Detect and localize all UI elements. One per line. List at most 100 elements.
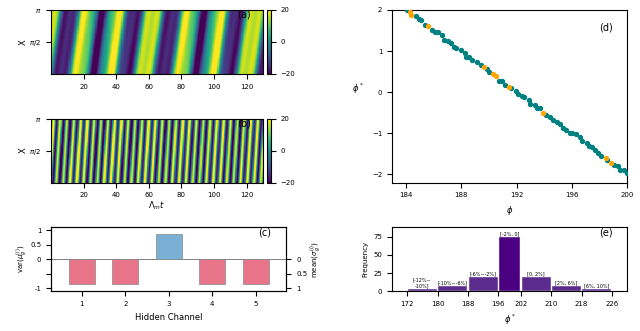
Point bbox=[619, 168, 629, 173]
Point bbox=[575, 135, 585, 140]
Point bbox=[577, 138, 588, 143]
X-axis label: Hidden Channel: Hidden Channel bbox=[135, 312, 202, 321]
Point bbox=[449, 45, 460, 50]
Point bbox=[488, 71, 499, 77]
Point bbox=[541, 113, 552, 118]
Point bbox=[582, 140, 592, 145]
Point bbox=[513, 91, 524, 96]
Point bbox=[497, 79, 507, 84]
Point bbox=[402, 7, 412, 12]
Point bbox=[606, 161, 616, 166]
Point bbox=[420, 23, 431, 28]
Point bbox=[538, 110, 548, 116]
Point bbox=[552, 119, 562, 124]
Point bbox=[600, 156, 611, 161]
Bar bbox=[468, 277, 497, 291]
Y-axis label: X: X bbox=[19, 148, 28, 154]
Point bbox=[433, 29, 444, 35]
Text: [6%, 10%]: [6%, 10%] bbox=[584, 283, 609, 288]
Bar bbox=[68, 259, 95, 284]
Point bbox=[406, 12, 417, 18]
Point bbox=[504, 84, 514, 90]
Point bbox=[461, 54, 471, 60]
Point bbox=[593, 151, 604, 156]
Point bbox=[479, 64, 489, 69]
Point bbox=[438, 37, 449, 43]
Point bbox=[484, 70, 495, 75]
Point bbox=[613, 164, 623, 169]
Bar bbox=[408, 289, 437, 291]
Point bbox=[410, 14, 420, 19]
Point bbox=[456, 47, 466, 53]
Point bbox=[460, 50, 470, 55]
Point bbox=[482, 66, 492, 71]
Point bbox=[500, 83, 510, 88]
Point bbox=[596, 154, 606, 159]
Text: [-2%, 0]: [-2%, 0] bbox=[500, 231, 519, 236]
Point bbox=[587, 144, 597, 149]
Point bbox=[414, 17, 424, 22]
Point bbox=[609, 163, 619, 168]
Point bbox=[614, 167, 625, 172]
Point bbox=[622, 170, 632, 176]
Point bbox=[558, 125, 568, 131]
Bar bbox=[582, 289, 611, 291]
Point bbox=[476, 63, 486, 68]
Point bbox=[561, 127, 572, 132]
Point bbox=[511, 88, 521, 94]
Point bbox=[426, 27, 436, 32]
Y-axis label: X: X bbox=[19, 39, 28, 45]
Point bbox=[519, 95, 529, 100]
Point bbox=[564, 130, 575, 135]
Text: [2%, 6%]: [2%, 6%] bbox=[556, 280, 578, 285]
Text: (b): (b) bbox=[237, 118, 252, 128]
Text: (e): (e) bbox=[599, 227, 612, 237]
Point bbox=[417, 17, 427, 23]
Point bbox=[472, 60, 482, 65]
Point bbox=[572, 131, 582, 137]
Text: (c): (c) bbox=[258, 227, 271, 237]
Point bbox=[584, 143, 595, 148]
Point bbox=[567, 130, 577, 135]
Y-axis label: $\phi^*$: $\phi^*$ bbox=[352, 82, 364, 96]
Point bbox=[467, 57, 477, 63]
Point bbox=[444, 38, 454, 44]
Text: (a): (a) bbox=[237, 10, 251, 20]
Point bbox=[446, 41, 456, 46]
X-axis label: $\Lambda_m t$: $\Lambda_m t$ bbox=[148, 200, 166, 212]
Point bbox=[463, 54, 474, 59]
Bar bbox=[438, 286, 467, 291]
Point bbox=[532, 105, 542, 111]
Point bbox=[423, 24, 433, 29]
Point bbox=[506, 85, 516, 91]
Bar bbox=[156, 234, 182, 259]
Text: [-6%~-2%]: [-6%~-2%] bbox=[470, 271, 497, 276]
X-axis label: $\phi$: $\phi$ bbox=[506, 204, 513, 217]
Bar bbox=[199, 259, 225, 284]
Point bbox=[555, 121, 565, 127]
Point bbox=[524, 97, 534, 103]
Text: [-10%~-6%]: [-10%~-6%] bbox=[438, 280, 468, 285]
Bar bbox=[552, 286, 581, 291]
Bar bbox=[112, 259, 138, 284]
Y-axis label: Frequency: Frequency bbox=[362, 241, 368, 277]
Point bbox=[437, 32, 447, 37]
Bar bbox=[522, 277, 550, 291]
Point bbox=[529, 102, 540, 108]
Point bbox=[429, 29, 440, 35]
Y-axis label: var($\mu_g^{(i)}$): var($\mu_g^{(i)}$) bbox=[14, 245, 29, 273]
Bar bbox=[243, 259, 269, 284]
Point bbox=[516, 93, 527, 99]
Text: (d): (d) bbox=[599, 23, 612, 33]
Point bbox=[602, 157, 612, 163]
Point bbox=[535, 105, 545, 111]
Point bbox=[545, 115, 556, 120]
Bar bbox=[499, 237, 520, 291]
Text: [-12%~
-10%]: [-12%~ -10%] bbox=[413, 278, 432, 288]
Point bbox=[404, 9, 415, 15]
Point bbox=[525, 101, 536, 106]
Point bbox=[548, 117, 558, 122]
Point bbox=[490, 73, 500, 79]
Point bbox=[494, 78, 504, 83]
Point bbox=[590, 147, 600, 153]
